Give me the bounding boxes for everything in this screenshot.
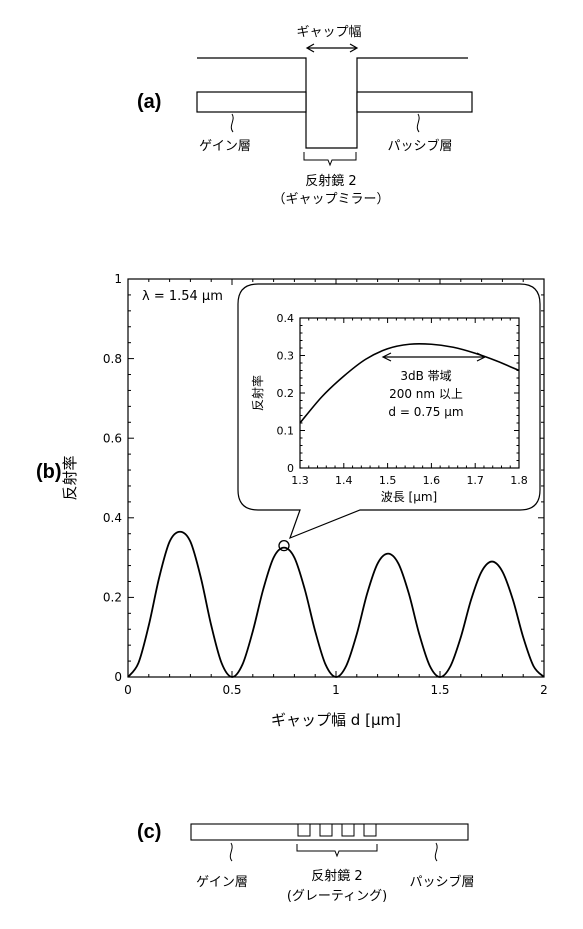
grating-tooth bbox=[298, 824, 310, 836]
gain-layer-leader-c bbox=[230, 843, 232, 861]
x-tick-label: 1.5 bbox=[430, 683, 449, 697]
gain-layer-rect bbox=[197, 92, 306, 112]
grating-tooth bbox=[342, 824, 354, 836]
main-ylabel: 反射率 bbox=[61, 455, 79, 500]
panel-a: (a) ギャップ幅 ゲイン層 パッシブ層 反射鏡 2 （ギャップミラー） bbox=[137, 25, 472, 207]
inset-annotation-line1: 3dB 帯域 bbox=[400, 369, 451, 383]
grating-tooth bbox=[320, 824, 332, 836]
gain-layer-label-c: ゲイン層 bbox=[196, 875, 248, 890]
inset-annotation-line3: d = 0.75 μm bbox=[388, 405, 463, 419]
x-tick-label: 1 bbox=[332, 683, 340, 697]
y-tick-label: 0.2 bbox=[277, 387, 295, 400]
panel-b: (b) 反射率 0 0.5 1 1.5 2 0 0.2 0.4 0.6 0.8 1 λ = 1.54… bbox=[36, 272, 548, 729]
x-tick-label: 0 bbox=[124, 683, 132, 697]
highlight-marker bbox=[279, 541, 289, 551]
mirror-brace bbox=[304, 152, 356, 165]
passive-layer-label: パッシブ層 bbox=[387, 138, 452, 154]
x-tick-label: 1.7 bbox=[466, 474, 484, 487]
panel-c: (c) ゲイン層 パッシブ層 反射鏡 2 (グレーティング) bbox=[137, 821, 475, 904]
x-tick-label: 1.4 bbox=[335, 474, 353, 487]
y-tick-label: 0.8 bbox=[103, 352, 122, 366]
y-tick-label: 1 bbox=[114, 272, 122, 286]
y-tick-label: 0.1 bbox=[277, 424, 295, 437]
y-tick-label: 0 bbox=[287, 462, 294, 475]
lambda-annotation: λ = 1.54 μm bbox=[142, 289, 223, 304]
gain-layer-label: ゲイン層 bbox=[199, 139, 251, 154]
main-xlabel: ギャップ幅 d [μm] bbox=[271, 711, 401, 729]
panel-b-label: (b) bbox=[36, 461, 62, 483]
main-series-line bbox=[128, 532, 544, 677]
inset-ylabel: 反射率 bbox=[250, 375, 265, 411]
mirror-label-line1: 反射鏡 2 bbox=[305, 173, 356, 189]
y-tick-label: 0.6 bbox=[103, 431, 122, 445]
passive-layer-leader bbox=[417, 114, 419, 132]
main-series-points bbox=[128, 532, 544, 677]
mirror-label-line2: （ギャップミラー） bbox=[272, 192, 389, 207]
x-tick-label: 1.5 bbox=[379, 474, 397, 487]
inset-xlabel: 波長 [μm] bbox=[381, 490, 438, 504]
gap-width-label: ギャップ幅 bbox=[296, 25, 361, 40]
passive-layer-leader-c bbox=[435, 843, 437, 861]
x-tick-label: 2 bbox=[540, 683, 548, 697]
grating-label-line2: (グレーティング) bbox=[287, 889, 387, 904]
grating-brace bbox=[297, 844, 377, 856]
grating-tooth bbox=[364, 824, 376, 836]
passive-layer-label-c: パッシブ層 bbox=[409, 874, 474, 890]
y-tick-label: 0 bbox=[114, 670, 122, 684]
panel-c-label: (c) bbox=[137, 821, 161, 843]
x-tick-label: 1.3 bbox=[291, 474, 309, 487]
y-tick-label: 0.4 bbox=[103, 511, 122, 525]
panel-a-label: (a) bbox=[137, 91, 161, 113]
inset-annotation-line2: 200 nm 以上 bbox=[389, 387, 463, 401]
x-tick-label: 0.5 bbox=[222, 683, 241, 697]
x-tick-label: 1.6 bbox=[423, 474, 441, 487]
y-tick-label: 0.3 bbox=[277, 349, 295, 362]
y-tick-label: 0.4 bbox=[277, 312, 295, 325]
passive-layer-rect bbox=[357, 92, 472, 112]
x-tick-label: 1.8 bbox=[510, 474, 528, 487]
gain-layer-leader bbox=[231, 114, 233, 132]
grating-label-line1: 反射鏡 2 bbox=[311, 868, 362, 884]
y-tick-label: 0.2 bbox=[103, 591, 122, 605]
